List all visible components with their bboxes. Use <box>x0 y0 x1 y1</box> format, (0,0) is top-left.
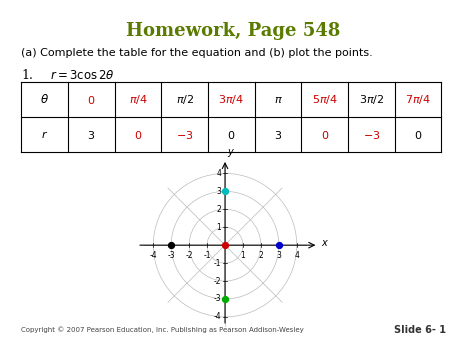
Text: $-3$: $-3$ <box>363 129 380 141</box>
Text: Homework, Page 548: Homework, Page 548 <box>126 22 341 40</box>
Point <box>221 242 229 248</box>
Text: Slide 6- 1: Slide 6- 1 <box>394 324 446 335</box>
Point <box>167 242 175 248</box>
Text: 1.: 1. <box>22 69 33 82</box>
Text: 4: 4 <box>294 250 299 260</box>
Text: $3\pi/4$: $3\pi/4$ <box>218 93 244 106</box>
Text: $0$: $0$ <box>134 129 142 141</box>
Point <box>221 189 229 194</box>
Text: $7\pi/4$: $7\pi/4$ <box>405 93 431 106</box>
Text: Copyright © 2007 Pearson Education, Inc. Publishing as Pearson Addison-Wesley: Copyright © 2007 Pearson Education, Inc.… <box>22 326 304 333</box>
Text: $r = 3\cos 2\theta$: $r = 3\cos 2\theta$ <box>50 69 114 82</box>
Text: -4: -4 <box>214 312 221 321</box>
Text: $3\pi/2$: $3\pi/2$ <box>359 93 384 106</box>
Text: $3$: $3$ <box>87 129 95 141</box>
Text: $0$: $0$ <box>227 129 235 141</box>
Text: -2: -2 <box>185 250 193 260</box>
Text: $r$: $r$ <box>41 129 48 140</box>
Text: 4: 4 <box>216 169 221 178</box>
Text: $0$: $0$ <box>414 129 422 141</box>
Text: 3: 3 <box>216 187 221 196</box>
Text: $\pi/4$: $\pi/4$ <box>129 93 148 106</box>
Text: -1: -1 <box>214 259 221 268</box>
Text: $-3$: $-3$ <box>176 129 194 141</box>
Text: (a) Complete the table for the equation and (b) plot the points.: (a) Complete the table for the equation … <box>22 48 373 58</box>
Text: -4: -4 <box>149 250 157 260</box>
Text: 1: 1 <box>241 250 245 260</box>
Text: 2: 2 <box>258 250 263 260</box>
Point <box>275 242 283 248</box>
Text: 1: 1 <box>217 223 221 232</box>
Text: -2: -2 <box>214 276 221 286</box>
Text: $0$: $0$ <box>320 129 329 141</box>
Text: $\pi$: $\pi$ <box>274 95 283 105</box>
Text: y: y <box>228 147 234 157</box>
Text: -1: -1 <box>203 250 211 260</box>
Text: -3: -3 <box>214 294 221 304</box>
Text: $3$: $3$ <box>274 129 282 141</box>
Text: x: x <box>321 238 327 248</box>
Text: $\pi/2$: $\pi/2$ <box>176 93 194 106</box>
Text: $\theta$: $\theta$ <box>40 93 49 106</box>
Text: 2: 2 <box>217 205 221 214</box>
Text: $0$: $0$ <box>87 94 95 106</box>
Text: -3: -3 <box>167 250 175 260</box>
Text: $5\pi/4$: $5\pi/4$ <box>312 93 338 106</box>
Text: 3: 3 <box>276 250 281 260</box>
Point <box>221 296 229 301</box>
